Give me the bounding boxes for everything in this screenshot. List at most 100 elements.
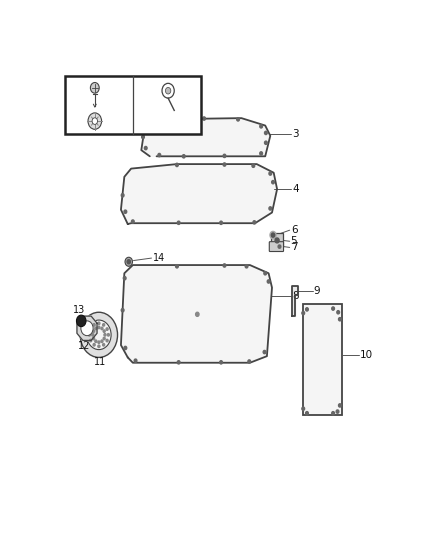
Circle shape: [260, 125, 262, 128]
Circle shape: [145, 125, 148, 128]
Circle shape: [88, 113, 102, 130]
Circle shape: [177, 221, 180, 224]
Circle shape: [98, 345, 100, 348]
Circle shape: [125, 257, 132, 266]
Circle shape: [332, 411, 335, 415]
Polygon shape: [293, 286, 298, 317]
Circle shape: [306, 411, 308, 415]
Circle shape: [107, 334, 110, 336]
Circle shape: [196, 312, 199, 317]
Circle shape: [124, 210, 127, 213]
Circle shape: [265, 141, 267, 144]
Circle shape: [106, 328, 108, 330]
Circle shape: [95, 327, 97, 330]
Text: 7: 7: [291, 243, 297, 253]
Circle shape: [272, 181, 274, 184]
Circle shape: [336, 410, 339, 413]
Circle shape: [271, 233, 275, 237]
Text: 4: 4: [293, 184, 299, 194]
Circle shape: [166, 87, 171, 94]
Text: 5: 5: [291, 236, 297, 246]
Circle shape: [101, 340, 103, 343]
Circle shape: [267, 280, 270, 283]
Text: 10: 10: [360, 350, 373, 360]
Text: 14: 14: [152, 253, 165, 263]
Text: 13: 13: [74, 305, 86, 315]
Circle shape: [104, 334, 106, 336]
FancyBboxPatch shape: [303, 304, 342, 415]
Circle shape: [87, 320, 111, 350]
Circle shape: [245, 265, 248, 268]
Circle shape: [260, 152, 262, 155]
Circle shape: [121, 309, 124, 312]
Circle shape: [248, 360, 251, 363]
Circle shape: [223, 154, 226, 158]
FancyBboxPatch shape: [271, 233, 283, 247]
Circle shape: [77, 315, 86, 327]
Polygon shape: [121, 164, 277, 224]
Circle shape: [306, 308, 308, 311]
Circle shape: [223, 163, 226, 166]
Circle shape: [124, 277, 126, 280]
Circle shape: [90, 328, 92, 330]
Circle shape: [103, 337, 105, 340]
Circle shape: [269, 172, 272, 175]
Circle shape: [177, 361, 180, 364]
Text: 16: 16: [100, 80, 111, 90]
Circle shape: [81, 321, 93, 336]
Text: 17: 17: [101, 120, 113, 129]
Circle shape: [121, 193, 124, 197]
Circle shape: [103, 330, 105, 333]
Circle shape: [264, 272, 267, 275]
Circle shape: [275, 238, 279, 243]
Text: 9: 9: [314, 286, 320, 295]
Circle shape: [131, 220, 134, 223]
Circle shape: [92, 334, 94, 336]
Circle shape: [158, 154, 161, 157]
Polygon shape: [141, 118, 270, 156]
Circle shape: [124, 346, 127, 350]
Circle shape: [106, 340, 108, 342]
Circle shape: [265, 131, 267, 134]
Circle shape: [98, 326, 100, 329]
Circle shape: [203, 117, 205, 120]
Circle shape: [92, 118, 98, 124]
Circle shape: [223, 264, 226, 267]
Text: 6: 6: [292, 225, 298, 235]
Circle shape: [176, 163, 178, 166]
Circle shape: [127, 260, 131, 264]
Polygon shape: [121, 265, 272, 363]
Text: 15: 15: [171, 108, 182, 117]
Circle shape: [145, 147, 147, 150]
Circle shape: [141, 135, 145, 139]
Circle shape: [93, 344, 95, 346]
Circle shape: [92, 337, 95, 340]
Circle shape: [162, 83, 174, 98]
Circle shape: [93, 324, 95, 326]
Circle shape: [252, 164, 254, 167]
Bar: [65, 76, 201, 134]
Text: 8: 8: [293, 291, 299, 301]
Circle shape: [278, 245, 281, 248]
Circle shape: [302, 311, 304, 314]
Text: 11: 11: [95, 357, 107, 367]
Circle shape: [92, 330, 95, 333]
Circle shape: [302, 407, 304, 410]
Text: 12: 12: [78, 341, 91, 351]
Circle shape: [88, 334, 90, 336]
Circle shape: [98, 322, 100, 325]
Circle shape: [80, 312, 117, 358]
Circle shape: [102, 324, 105, 326]
Circle shape: [90, 340, 92, 342]
Text: 3: 3: [293, 129, 299, 139]
Circle shape: [220, 221, 223, 224]
FancyBboxPatch shape: [269, 241, 283, 252]
Circle shape: [98, 341, 100, 343]
Circle shape: [269, 207, 272, 210]
Circle shape: [102, 344, 105, 346]
Circle shape: [263, 350, 266, 354]
Circle shape: [237, 118, 240, 121]
Circle shape: [176, 118, 178, 122]
Circle shape: [182, 155, 185, 158]
Circle shape: [95, 340, 97, 343]
